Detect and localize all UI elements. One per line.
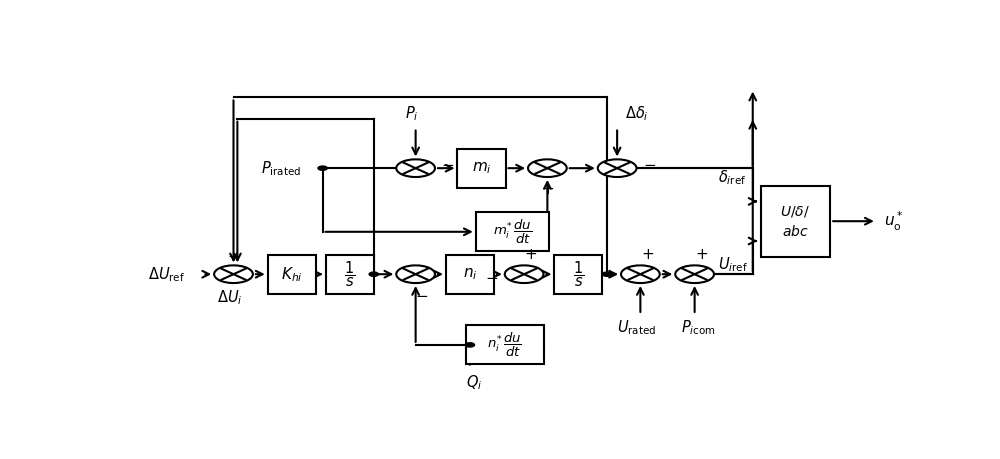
Circle shape — [396, 265, 435, 283]
Text: $\dfrac{1}{s}$: $\dfrac{1}{s}$ — [344, 259, 355, 289]
Text: $\dfrac{1}{s}$: $\dfrac{1}{s}$ — [573, 259, 584, 289]
Text: $\Delta U_i$: $\Delta U_i$ — [217, 288, 242, 307]
Circle shape — [675, 265, 714, 283]
Text: $u^*_\mathrm{o}$: $u^*_\mathrm{o}$ — [885, 210, 904, 233]
Bar — [268, 255, 316, 294]
Text: $m_i$: $m_i$ — [472, 160, 491, 176]
Circle shape — [528, 159, 567, 177]
Circle shape — [369, 272, 378, 276]
Circle shape — [214, 265, 253, 283]
Bar — [446, 255, 494, 294]
Circle shape — [598, 159, 637, 177]
Text: $m_i^{\!*}\dfrac{du}{dt}$: $m_i^{\!*}\dfrac{du}{dt}$ — [493, 218, 532, 246]
Circle shape — [396, 159, 435, 177]
Text: $+$: $+$ — [695, 247, 708, 262]
Text: $-$: $-$ — [485, 269, 499, 285]
Text: $n_i^{\!*}\dfrac{du}{dt}$: $n_i^{\!*}\dfrac{du}{dt}$ — [487, 331, 522, 359]
Circle shape — [318, 166, 327, 170]
Text: $Q_i$: $Q_i$ — [466, 373, 482, 392]
Text: $+$: $+$ — [541, 182, 554, 197]
Text: $n_i$: $n_i$ — [463, 266, 477, 282]
Text: $P_{i\mathrm{com}}$: $P_{i\mathrm{com}}$ — [681, 319, 716, 337]
Text: $U_\mathrm{rated}$: $U_\mathrm{rated}$ — [617, 319, 656, 337]
Text: $-$: $-$ — [227, 247, 240, 262]
Text: $U/\delta/$: $U/\delta/$ — [780, 204, 810, 219]
Bar — [326, 255, 374, 294]
Text: $+$: $+$ — [524, 247, 537, 262]
Text: $\Delta\delta_i$: $\Delta\delta_i$ — [625, 104, 649, 123]
Bar — [554, 255, 602, 294]
Text: $K_{hi}$: $K_{hi}$ — [281, 265, 302, 284]
Bar — [457, 149, 506, 188]
Text: $\Delta U_\mathrm{ref}$: $\Delta U_\mathrm{ref}$ — [148, 265, 185, 284]
Circle shape — [505, 265, 544, 283]
Circle shape — [621, 265, 660, 283]
Text: $-$: $-$ — [415, 287, 428, 302]
Circle shape — [465, 343, 475, 347]
Text: $U_{i\mathrm{ref}}$: $U_{i\mathrm{ref}}$ — [718, 255, 748, 274]
Bar — [476, 213, 549, 251]
Bar — [761, 186, 830, 257]
Text: $P_i$: $P_i$ — [405, 104, 419, 123]
Text: $\delta_{i\mathrm{ref}}$: $\delta_{i\mathrm{ref}}$ — [718, 168, 746, 187]
Text: $-$: $-$ — [643, 156, 656, 171]
Text: $-$: $-$ — [441, 156, 454, 171]
Text: $+$: $+$ — [641, 247, 654, 262]
Bar — [466, 325, 544, 364]
Text: $abc$: $abc$ — [782, 224, 809, 239]
Circle shape — [602, 272, 612, 276]
Text: $P_\mathrm{irated}$: $P_\mathrm{irated}$ — [261, 159, 301, 178]
